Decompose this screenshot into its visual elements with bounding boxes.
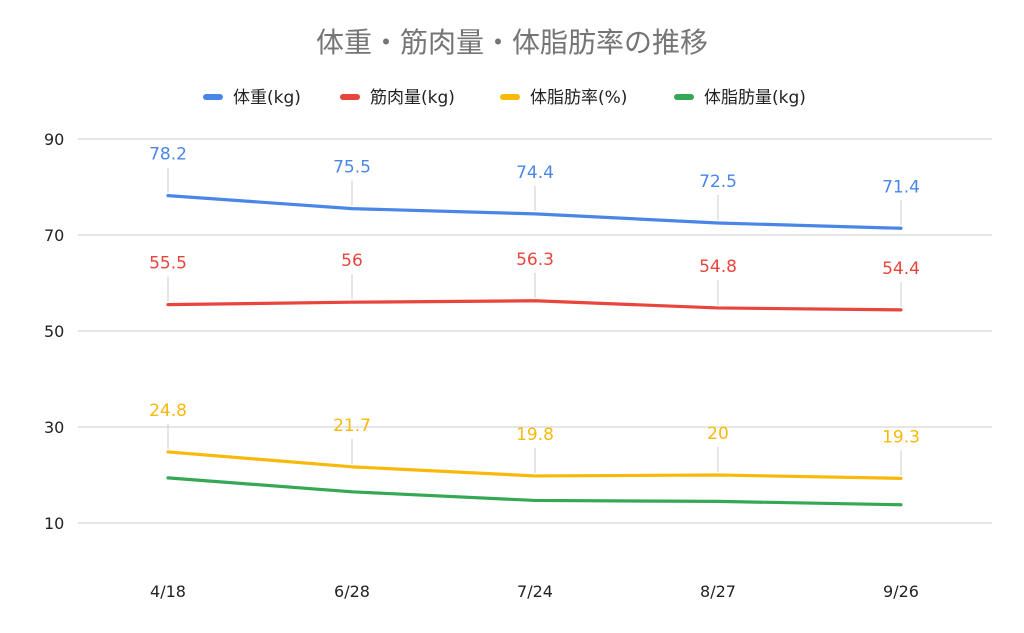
series-line — [166, 299, 903, 312]
legend-swatch — [500, 94, 520, 100]
legend-item: 筋肉量(kg) — [340, 88, 455, 108]
series-line — [166, 476, 903, 507]
legend: 体重(kg) 筋肉量(kg) 体脂肪率(%) 体脂肪量(kg) — [203, 88, 806, 108]
x-tick-label: 9/26 — [883, 582, 919, 601]
y-axis: 10 30 50 70 90 — [44, 130, 64, 533]
data-label: 56 — [341, 251, 363, 271]
legend-label: 筋肉量(kg) — [370, 88, 455, 108]
legend-swatch — [674, 94, 694, 100]
x-tick-label: 8/27 — [700, 582, 736, 601]
data-label: 20 — [707, 424, 729, 444]
data-label: 19.8 — [516, 425, 554, 445]
legend-label: 体脂肪量(kg) — [704, 88, 806, 108]
data-label: 21.7 — [333, 416, 371, 436]
data-label: 54.8 — [699, 257, 737, 277]
data-label: 54.4 — [882, 259, 920, 279]
data-label: 78.2 — [149, 145, 187, 165]
data-label: 24.8 — [149, 401, 187, 421]
legend-label: 体重(kg) — [233, 88, 301, 108]
x-axis: 4/18 6/28 7/24 8/27 9/26 — [150, 582, 919, 601]
data-labels: 78.2 75.5 74.4 72.5 71.4 55.5 56 56.3 54.8 54.4 24… — [149, 145, 920, 476]
x-tick-label: 4/18 — [150, 582, 186, 601]
legend-label: 体脂肪率(%) — [530, 88, 627, 108]
legend-item: 体脂肪量(kg) — [674, 88, 806, 108]
data-label: 72.5 — [699, 172, 737, 192]
y-tick-label: 30 — [44, 418, 64, 437]
data-label: 74.4 — [516, 163, 554, 183]
data-label: 56.3 — [516, 250, 554, 270]
y-tick-label: 90 — [44, 130, 64, 149]
legend-item: 体脂肪率(%) — [500, 88, 627, 108]
legend-swatch — [340, 94, 360, 100]
x-tick-label: 6/28 — [334, 582, 370, 601]
data-label: 75.5 — [333, 158, 371, 178]
x-tick-label: 7/24 — [517, 582, 553, 601]
y-tick-label: 10 — [44, 514, 64, 533]
y-tick-label: 50 — [44, 322, 64, 341]
y-tick-label: 70 — [44, 226, 64, 245]
legend-item: 体重(kg) — [203, 88, 301, 108]
grid — [78, 138, 992, 524]
data-label: 71.4 — [882, 177, 920, 197]
series-layer — [166, 194, 903, 507]
data-label: 55.5 — [149, 254, 187, 274]
legend-swatch — [203, 94, 223, 100]
data-label: 19.3 — [882, 427, 920, 447]
chart-title: 体重・筋肉量・体脂肪率の推移 — [316, 26, 708, 59]
